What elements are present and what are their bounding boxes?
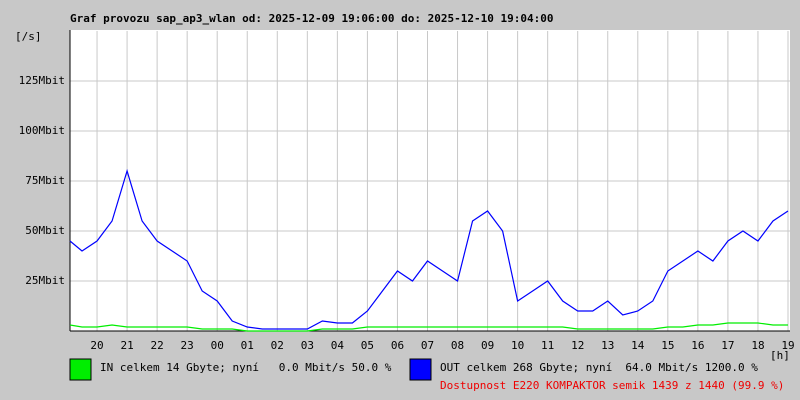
y-tick-label: 100Mbit <box>19 124 65 137</box>
x-tick-label: 13 <box>601 339 614 352</box>
availability-note: Dostupnost E220 KOMPAKTOR semik 1439 z 1… <box>440 379 784 392</box>
y-tick-label: 50Mbit <box>25 224 65 237</box>
x-tick-label: 21 <box>120 339 133 352</box>
x-tick-label: 11 <box>541 339 554 352</box>
y-tick-label: 125Mbit <box>19 74 65 87</box>
x-tick-label: 17 <box>721 339 734 352</box>
x-tick-label: 00 <box>211 339 224 352</box>
x-tick-label: 15 <box>661 339 674 352</box>
y-tick-label: 75Mbit <box>25 174 65 187</box>
x-tick-label: 10 <box>511 339 524 352</box>
series-line <box>69 322 788 332</box>
series-line <box>69 168 789 330</box>
legend-swatch-in <box>69 358 92 381</box>
x-tick-label: 03 <box>301 339 314 352</box>
y-tick-label: 25Mbit <box>25 274 65 287</box>
legend-entry: OUT celkem 268 Gbyte; nyní 64.0 Mbit/s 1… <box>440 361 758 374</box>
x-tick-label: 09 <box>481 339 494 352</box>
chart-title: Graf provozu sap_ap3_wlan od: 2025-12-09… <box>70 12 553 25</box>
x-tick-label: 08 <box>451 339 464 352</box>
y-axis-label: [/s] <box>15 30 42 43</box>
x-tick-label: 22 <box>150 339 163 352</box>
x-tick-label: 07 <box>421 339 434 352</box>
legend-swatch-out <box>409 358 432 381</box>
x-tick-label: 18 <box>751 339 764 352</box>
x-tick-label: 20 <box>90 339 103 352</box>
legend-entry: IN celkem 14 Gbyte; nyní 0.0 Mbit/s 50.0… <box>100 361 392 374</box>
x-tick-label: 06 <box>391 339 404 352</box>
x-tick-label: 16 <box>691 339 704 352</box>
x-axis-label: [h] <box>770 349 790 362</box>
x-tick-label: 01 <box>241 339 254 352</box>
x-tick-label: 05 <box>361 339 374 352</box>
x-tick-label: 19 <box>781 339 794 352</box>
x-tick-label: 04 <box>331 339 345 352</box>
x-tick-label: 02 <box>271 339 284 352</box>
x-tick-label: 14 <box>631 339 645 352</box>
x-tick-label: 12 <box>571 339 584 352</box>
x-tick-label: 23 <box>181 339 194 352</box>
